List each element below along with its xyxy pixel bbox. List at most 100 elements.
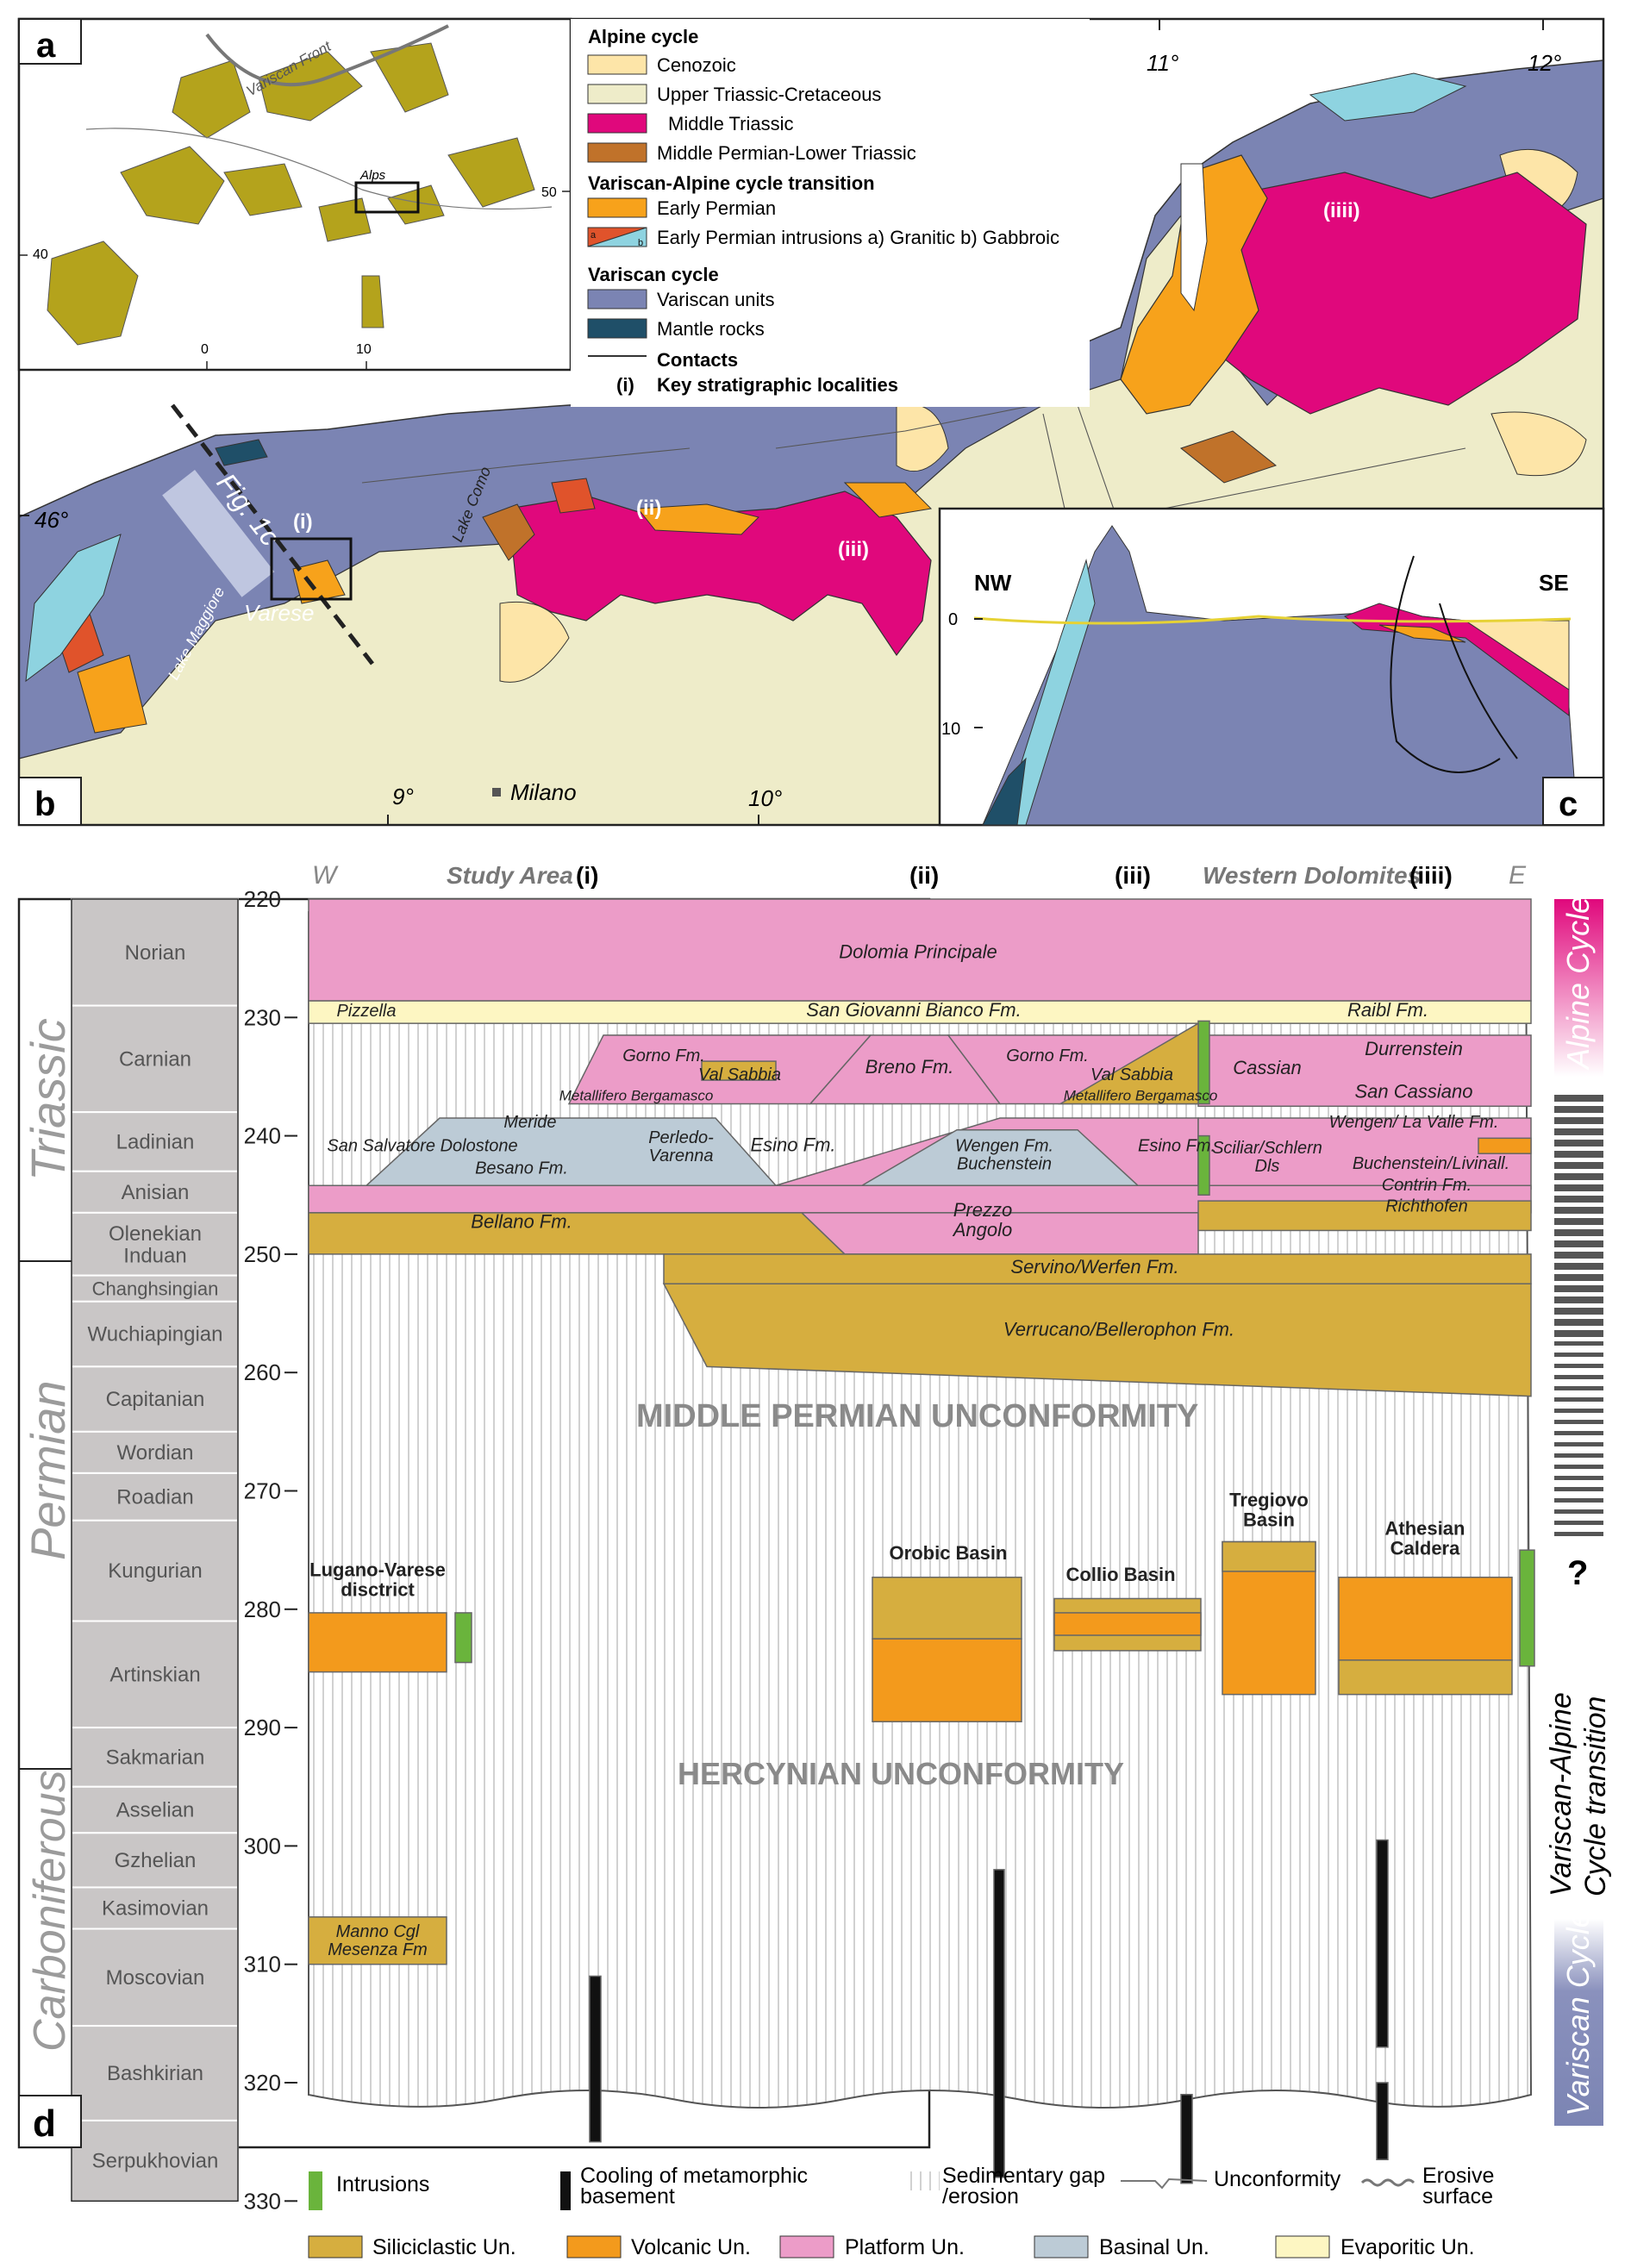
legend-cenozoic: Cenozoic (657, 54, 736, 76)
stage-label: Capitanian (106, 1388, 205, 1411)
stage-cell (71, 1111, 239, 1172)
stage-column: Norian Carnian Ladinian Anisian Olenekian Ind… (71, 898, 239, 2202)
cycle-dash (1554, 1397, 1603, 1402)
stage-cell (71, 1727, 239, 1788)
legend-swatch-a: a (591, 230, 597, 241)
study-area-box (270, 537, 353, 601)
stage-label: Kungurian (108, 1559, 202, 1583)
legend-intrusions: Early Permian intrusions a) Granitic b) … (657, 227, 1059, 248)
cycle-dash (1554, 1128, 1603, 1135)
cycle-dash (1554, 1196, 1603, 1203)
cycle-dash (1554, 1476, 1603, 1480)
stage-cell (71, 1886, 239, 1930)
fm-raibl: Raibl Fm. (1347, 999, 1428, 1021)
cycle-dash (1554, 1308, 1603, 1315)
middle-permian-unconformity: MIDDLE PERMIAN UNCONFORMITY (636, 1398, 1198, 1434)
fm-verrucano: Verrucano/Bellerophon Fm. (1003, 1319, 1234, 1340)
section-nw: NW (974, 570, 1012, 596)
legend-variscan-units: Variscan units (657, 289, 775, 310)
legend-alpine-title: Alpine cycle (588, 26, 698, 47)
stage-cell (71, 1004, 239, 1114)
inset-lat50: 50 (541, 185, 557, 200)
fm-meride: Meride (503, 1113, 556, 1132)
lat-46: 46° (34, 507, 68, 533)
cycle-dash (1554, 1229, 1603, 1236)
cooling-bar-1 (589, 1975, 602, 2143)
cycle-dash (1554, 1240, 1603, 1247)
cycle-dash (1554, 1409, 1603, 1413)
inset-panel-a (17, 17, 572, 372)
legend-d-gap: Sedimentary gap/erosion (942, 2164, 1105, 2209)
inset-lat40: 40 (33, 247, 48, 262)
locality-i: (i) (293, 510, 313, 534)
athesian-block (1338, 1576, 1513, 1661)
orobic-volcanic (872, 1638, 1022, 1722)
basin-tregiovo: Tregiovo Basin (1229, 1489, 1309, 1530)
fm-wengen: Wengen Fm. Buchenstein (955, 1136, 1053, 1173)
basin-lugano: Lugano-Varese disctrict (309, 1559, 446, 1600)
cycle-dash (1554, 1319, 1603, 1326)
legend-d-cooling: Cooling of metamorphic basement (580, 2164, 808, 2209)
chart-header-study-area: Study Area (447, 862, 573, 889)
stage-label: Anisian (122, 1181, 190, 1204)
fm-besano: Besano Fm. (475, 1159, 568, 1178)
section-depth-10: 10 (941, 720, 960, 739)
orobic-siliciclastic (872, 1576, 1022, 1640)
cycle-dash (1554, 1095, 1603, 1102)
chart-header-e: E (1509, 861, 1527, 890)
cycle-dash (1554, 1296, 1603, 1303)
age-tick: 280 (244, 1596, 281, 1622)
varese-label: Varese (244, 600, 314, 626)
fm-manno: Manno Cgl Mesenza Fm (328, 1922, 428, 1959)
milano-marker (492, 788, 501, 797)
intrusion-lugano (454, 1612, 472, 1664)
legend-d-intrusions: Intrusions (336, 2172, 429, 2196)
legend-early-permian: Early Permian (657, 197, 776, 219)
stage-label: Wordian (117, 1441, 194, 1465)
cycle-dash (1554, 1218, 1603, 1225)
cycle-dash (1554, 1364, 1603, 1368)
cycle-dash (1554, 1151, 1603, 1158)
section-depth-0: 0 (948, 610, 958, 629)
age-tick: 260 (244, 1359, 281, 1385)
stage-label: Asselian (116, 1799, 195, 1822)
chart-d: Norian Carnian Ladinian Anisian Olenekian Ind… (17, 886, 1535, 2214)
age-tick: 290 (244, 1715, 281, 1740)
cycle-transition: Variscan-AlpineCycle transition (1545, 1692, 1612, 1896)
legend-d-evaporitic: Evaporitic Un. (1340, 2235, 1475, 2259)
formation-labels: Dolomia Principale Pizzella San Giovanni B… (309, 941, 1509, 1959)
age-tick: 250 (244, 1241, 281, 1267)
stage-label: Carnian (119, 1047, 191, 1071)
wengen-valle-volcanic (1478, 1137, 1532, 1154)
lon-10: 10° (748, 785, 782, 811)
stage-label: Gzhelian (115, 1849, 197, 1872)
stage-cell (71, 2025, 239, 2121)
stage-label: Ladinian (116, 1130, 195, 1153)
stage-cell (71, 1620, 239, 1729)
age-tick: 310 (244, 1952, 281, 1977)
cycle-dash (1554, 1375, 1603, 1379)
period-triassic: Triassic (21, 1018, 75, 1181)
athesian-base (1338, 1659, 1513, 1696)
cycle-dash (1554, 1285, 1603, 1292)
stage-cell (71, 1211, 239, 1277)
lon-11: 11° (1147, 50, 1178, 76)
map-legend (571, 19, 1090, 407)
map-ticks (19, 19, 1544, 825)
manno-block (308, 1916, 447, 1965)
chart-legend (308, 2171, 1415, 2259)
fm-buchenstein: Buchenstein/Livinall. (1353, 1154, 1509, 1173)
inset-lon10: 10 (356, 342, 372, 357)
cooling-bar-2 (993, 1869, 1005, 2178)
dolomia-principale-block (308, 898, 1532, 1002)
fm-wengen_valle: Wengen/ La Valle Fm. (1329, 1113, 1499, 1132)
legend-middle-permian: Middle Permian-Lower Triassic (657, 142, 916, 164)
fm-prezzo: Prezzo Angolo (952, 1199, 1013, 1240)
stage-cell (71, 1300, 239, 1368)
period-permian: Permian (21, 1380, 75, 1560)
cycle-dash (1554, 1420, 1603, 1424)
locality-iiii: (iiii) (1323, 199, 1360, 222)
chart-header-western-dolomites: Western Dolomites (1203, 862, 1421, 889)
basin-athesian: Athesian Caldera (1385, 1517, 1465, 1559)
cycle-dash (1554, 1184, 1603, 1191)
